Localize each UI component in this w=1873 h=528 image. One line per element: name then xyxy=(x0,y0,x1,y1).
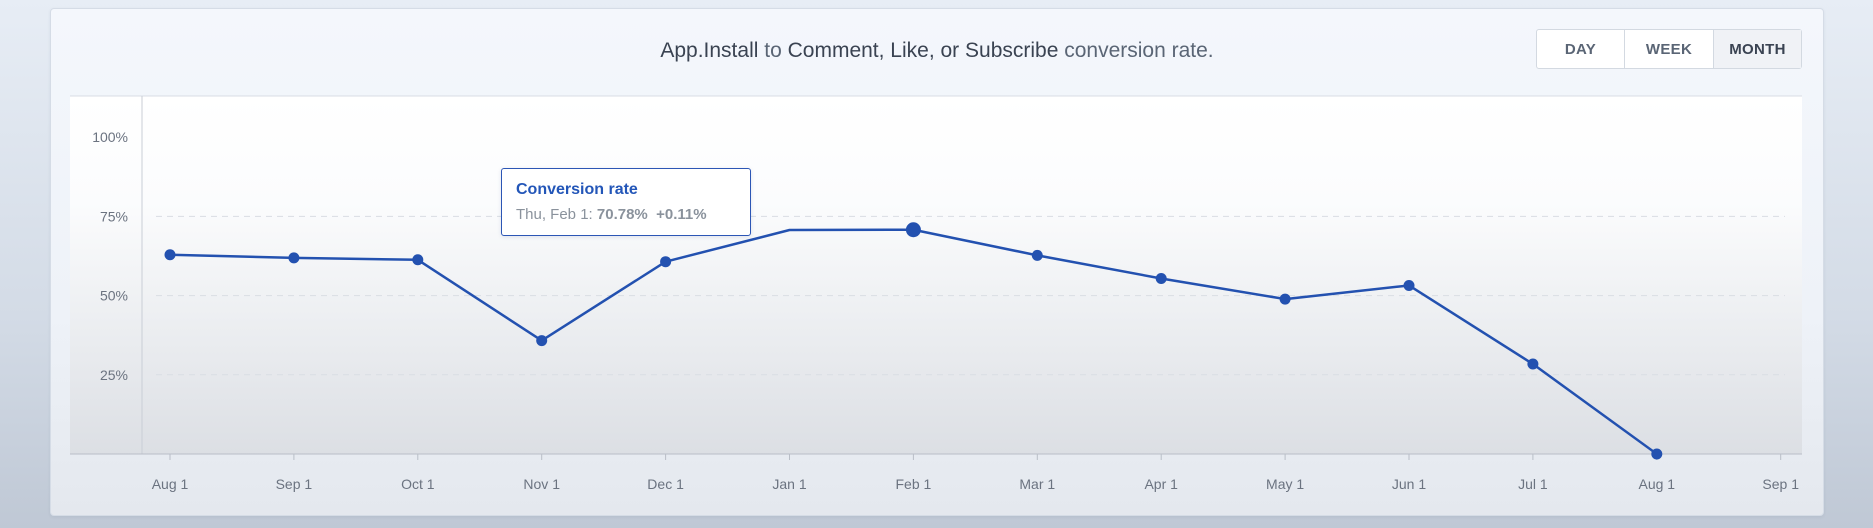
grid-lines xyxy=(156,215,1785,376)
x-tick-label: Aug 1 xyxy=(1639,476,1676,492)
x-tick-label: Jan 1 xyxy=(772,476,806,492)
data-point[interactable] xyxy=(1031,249,1043,261)
y-tick-labels: 25% 50% 75% 100% xyxy=(92,129,128,383)
tooltip-date: Thu, Feb 1: xyxy=(516,206,593,223)
tooltip-title: Conversion rate xyxy=(516,181,638,198)
day-button[interactable]: DAY xyxy=(1537,30,1625,68)
x-tick-label: May 1 xyxy=(1266,476,1304,492)
period-toggle: DAY WEEK MONTH xyxy=(1536,29,1802,69)
data-point[interactable] xyxy=(164,249,176,261)
data-point[interactable] xyxy=(288,252,300,264)
data-point[interactable] xyxy=(1651,448,1663,460)
chart-title: App.Install to Comment, Like, or Subscri… xyxy=(51,39,1823,63)
y-tick-label: 75% xyxy=(100,208,128,224)
y-tick-label: 50% xyxy=(100,288,128,304)
title-metric-a: App.Install xyxy=(660,39,759,62)
tooltip-value: 70.78% xyxy=(596,206,648,223)
x-tick-label: Mar 1 xyxy=(1019,476,1055,492)
data-point[interactable] xyxy=(660,256,672,268)
y-tick-label: 100% xyxy=(92,129,128,145)
data-point-highlighted[interactable] xyxy=(905,222,921,238)
data-point[interactable] xyxy=(1527,358,1539,370)
x-tick-label: Jun 1 xyxy=(1392,476,1426,492)
x-tick-labels: Aug 1 Sep 1 Oct 1 Nov 1 Dec 1 Jan 1 Feb 1 Mar 1… xyxy=(152,454,1799,492)
title-suffix: conversion rate. xyxy=(1064,39,1214,62)
data-point[interactable] xyxy=(1155,272,1167,284)
data-point[interactable] xyxy=(1403,279,1415,291)
x-tick-label: Apr 1 xyxy=(1144,476,1178,492)
plot-area xyxy=(70,96,1802,454)
x-tick-label: Oct 1 xyxy=(401,476,435,492)
x-tick-label: Dec 1 xyxy=(647,476,684,492)
x-tick-label: Jul 1 xyxy=(1518,476,1548,492)
title-to: to xyxy=(764,39,782,62)
series-conversion-rate xyxy=(164,222,1663,460)
x-tick-label: Feb 1 xyxy=(895,476,931,492)
x-tick-label: Sep 1 xyxy=(1762,476,1799,492)
data-point[interactable] xyxy=(536,335,548,347)
x-tick-label: Nov 1 xyxy=(523,476,560,492)
month-button[interactable]: MONTH xyxy=(1714,30,1801,68)
title-metric-b: Comment, Like, or Subscribe xyxy=(787,39,1059,62)
x-tick-label: Aug 1 xyxy=(152,476,189,492)
data-point[interactable] xyxy=(1279,293,1291,305)
tooltip-change: +0.11% xyxy=(656,206,707,223)
data-tooltip: Conversion rate Thu, Feb 1: 70.78% +0.11… xyxy=(501,168,751,236)
week-button[interactable]: WEEK xyxy=(1625,30,1714,68)
x-tick-label: Sep 1 xyxy=(276,476,313,492)
y-tick-label: 25% xyxy=(100,367,128,383)
data-point[interactable] xyxy=(412,254,424,266)
tooltip-detail: Thu, Feb 1: 70.78% +0.11% xyxy=(516,206,736,223)
